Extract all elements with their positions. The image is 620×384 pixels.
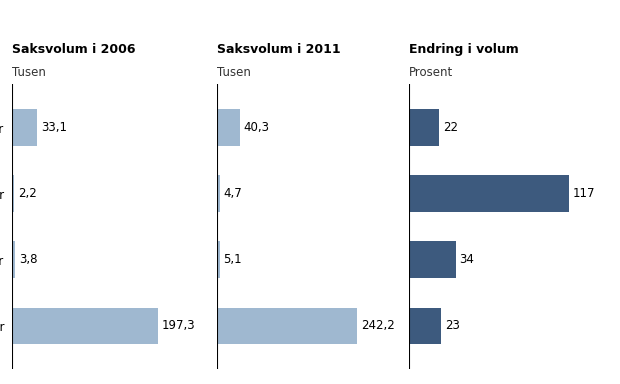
- Text: Tusen: Tusen: [12, 66, 46, 79]
- Text: Endring i volum: Endring i volum: [409, 43, 519, 56]
- Text: 40,3: 40,3: [244, 121, 270, 134]
- Text: Tusen: Tusen: [217, 66, 251, 79]
- Text: 22: 22: [443, 121, 458, 134]
- Text: 2,2: 2,2: [18, 187, 37, 200]
- Bar: [217, 175, 219, 212]
- Text: Prosent: Prosent: [409, 66, 453, 79]
- Text: Saksvolum i 2011: Saksvolum i 2011: [217, 43, 340, 56]
- Bar: [409, 308, 441, 344]
- Text: 23: 23: [445, 319, 459, 332]
- Text: 33,1: 33,1: [41, 121, 67, 134]
- Bar: [217, 242, 220, 278]
- Bar: [12, 308, 158, 344]
- Text: 117: 117: [573, 187, 595, 200]
- Bar: [409, 242, 456, 278]
- Text: 4,7: 4,7: [223, 187, 242, 200]
- Text: 242,2: 242,2: [361, 319, 394, 332]
- Bar: [12, 109, 37, 146]
- Bar: [12, 175, 14, 212]
- Text: 34: 34: [459, 253, 474, 266]
- Bar: [409, 109, 439, 146]
- Text: 5,1: 5,1: [223, 253, 242, 266]
- Bar: [409, 175, 569, 212]
- Text: 3,8: 3,8: [19, 253, 38, 266]
- Bar: [12, 242, 16, 278]
- Bar: [217, 308, 357, 344]
- Text: Saksvolum i 2006: Saksvolum i 2006: [12, 43, 136, 56]
- Bar: [217, 109, 241, 146]
- Text: 197,3: 197,3: [162, 319, 196, 332]
